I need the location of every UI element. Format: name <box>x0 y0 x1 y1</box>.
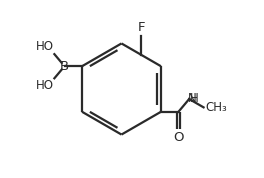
Text: H: H <box>190 92 199 105</box>
Text: F: F <box>138 21 145 34</box>
Text: N: N <box>187 92 196 105</box>
Text: HO: HO <box>35 40 54 53</box>
Text: HO: HO <box>35 79 54 92</box>
Text: B: B <box>60 60 69 73</box>
Text: O: O <box>173 131 184 144</box>
Text: CH₃: CH₃ <box>205 101 227 114</box>
